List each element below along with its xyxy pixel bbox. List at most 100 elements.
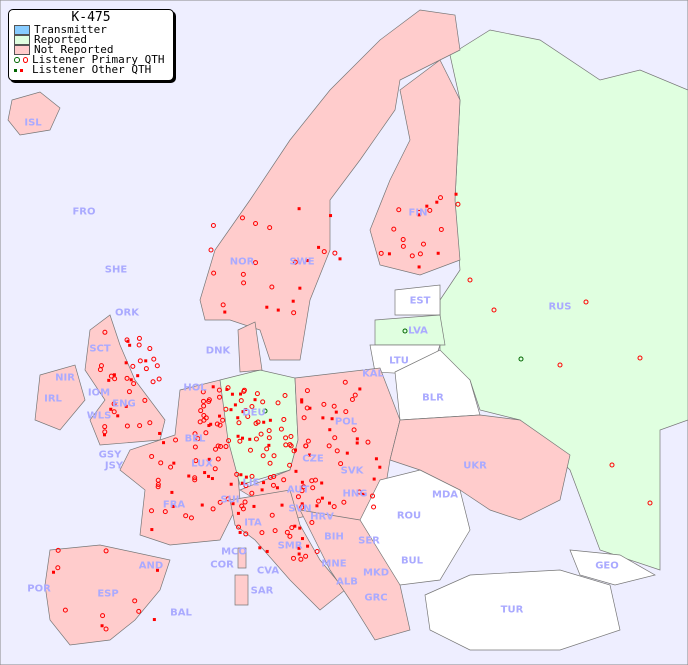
listener-other-marker xyxy=(262,420,266,424)
country-label-svk: SVK xyxy=(340,465,364,477)
listener-other-marker xyxy=(170,490,174,494)
country-label-irl: IRL xyxy=(44,393,62,405)
listener-other-marker xyxy=(297,207,301,211)
legend-label: Listener Primary QTH xyxy=(32,53,165,66)
listener-primary-marker xyxy=(137,358,143,364)
listener-primary-marker xyxy=(291,555,297,561)
listener-primary-marker xyxy=(192,431,198,437)
country-label-bal: BAL xyxy=(170,607,192,619)
listener-primary-marker xyxy=(301,415,307,421)
listener-other-marker xyxy=(258,546,262,550)
country-label-hng: HNG xyxy=(342,488,368,500)
country-label-and: AND xyxy=(138,560,164,572)
region-balkans xyxy=(299,509,411,641)
listener-other-marker xyxy=(355,437,359,441)
listener-other-marker xyxy=(172,461,176,465)
listener-primary-marker xyxy=(162,509,168,515)
listener-primary-marker xyxy=(200,389,206,395)
region-isl xyxy=(7,91,61,136)
country-label-svn: SVN xyxy=(288,503,312,515)
listener-primary-marker xyxy=(314,548,320,554)
listener-other-marker xyxy=(210,477,214,481)
listener-primary-marker xyxy=(237,438,243,444)
listener-primary-marker xyxy=(321,401,327,407)
legend-item-other-qth: Listener Other QTH xyxy=(9,64,173,75)
listener-primary-marker xyxy=(195,436,201,442)
listener-primary-marker xyxy=(249,404,255,410)
listener-primary-marker xyxy=(303,443,309,449)
listener-primary-marker xyxy=(253,221,259,227)
country-label-wls: WLS xyxy=(86,410,112,422)
country-label-nir: NIR xyxy=(55,372,75,384)
listener-other-marker xyxy=(315,504,319,508)
listener-primary-marker xyxy=(103,548,109,554)
listener-primary-marker xyxy=(102,424,108,430)
listener-primary-marker xyxy=(158,460,164,466)
listener-other-marker xyxy=(136,374,140,378)
listener-primary-marker xyxy=(352,392,358,398)
region-fin xyxy=(369,59,461,276)
listener-other-marker xyxy=(425,204,429,208)
region-nor-swe xyxy=(199,9,461,361)
listener-other-marker xyxy=(260,488,264,492)
region-lva xyxy=(374,314,446,346)
other-qth-icon xyxy=(14,68,28,72)
country-label-cva: CVA xyxy=(256,565,280,577)
listener-primary-marker xyxy=(400,243,406,249)
listener-primary-marker-reported xyxy=(262,408,268,414)
listener-primary-marker xyxy=(270,482,276,488)
listener-primary-marker xyxy=(291,310,297,316)
listener-primary-marker xyxy=(142,397,148,403)
listener-primary-marker xyxy=(400,237,406,243)
country-label-hrv: HRV xyxy=(310,511,334,523)
listener-primary-marker xyxy=(321,249,327,255)
legend-title: K-475 xyxy=(71,10,111,25)
listener-primary-marker xyxy=(225,496,231,502)
listener-primary-marker xyxy=(467,277,473,283)
listener-primary-marker xyxy=(217,394,223,400)
listener-other-marker xyxy=(372,477,376,481)
listener-other-marker xyxy=(328,501,332,505)
listener-primary-marker xyxy=(282,392,288,398)
listener-primary-marker xyxy=(236,524,242,530)
listener-primary-marker xyxy=(316,498,322,504)
listener-primary-marker xyxy=(609,462,615,468)
legend-label: Transmitter xyxy=(34,23,107,36)
listener-primary-marker xyxy=(437,195,443,201)
country-label-alb: ALB xyxy=(336,576,358,588)
listener-other-marker xyxy=(144,359,148,363)
listener-primary-marker xyxy=(55,547,61,553)
listener-other-marker xyxy=(300,502,304,506)
country-label-sar: SAR xyxy=(250,585,274,597)
country-label-por: POR xyxy=(27,583,51,595)
listener-primary-marker xyxy=(334,448,340,454)
listener-primary-marker xyxy=(217,499,223,505)
listener-primary-marker xyxy=(583,299,589,305)
listener-primary-marker xyxy=(557,362,563,368)
listener-other-marker xyxy=(265,305,269,309)
listener-primary-marker xyxy=(217,422,223,428)
listener-other-marker xyxy=(300,480,304,484)
listener-primary-marker xyxy=(267,474,273,480)
listener-primary-marker xyxy=(637,355,643,361)
listener-other-marker xyxy=(308,406,312,410)
listener-primary-marker xyxy=(309,519,315,525)
listener-other-marker xyxy=(236,434,240,438)
region-cor xyxy=(237,547,247,569)
listener-primary-marker xyxy=(234,471,240,477)
listener-other-marker xyxy=(253,398,257,402)
listener-other-marker xyxy=(124,361,128,365)
listener-primary-marker xyxy=(188,515,194,521)
listener-other-marker xyxy=(454,192,458,196)
listener-other-marker xyxy=(229,482,233,486)
country-label-cor: COR xyxy=(210,559,234,571)
listener-primary-marker xyxy=(154,363,160,369)
listener-primary-marker xyxy=(240,506,246,512)
listener-primary-marker xyxy=(136,342,142,348)
listener-primary-marker xyxy=(239,215,245,221)
country-label-ork: ORK xyxy=(115,307,139,319)
listener-primary-marker xyxy=(338,461,344,467)
listener-primary-marker xyxy=(260,453,266,459)
listener-primary-marker xyxy=(332,250,338,256)
listener-primary-marker xyxy=(223,406,229,412)
